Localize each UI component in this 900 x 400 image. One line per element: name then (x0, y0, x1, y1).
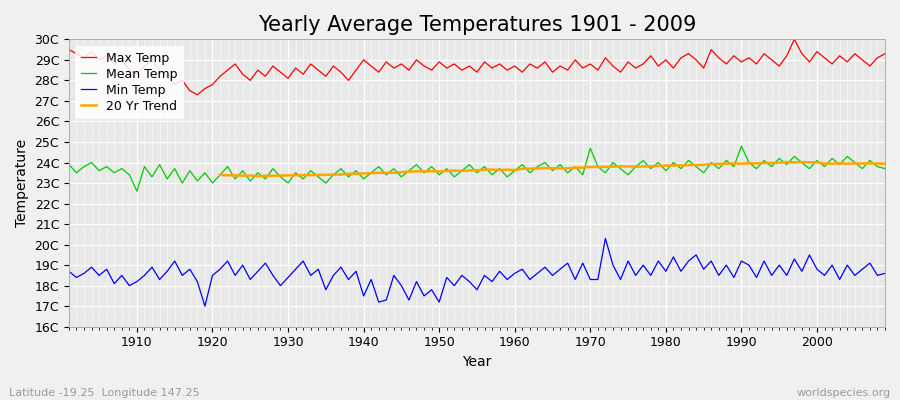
20 Yr Trend (879, 161, 890, 166)
20 Yr Trend (290, 173, 301, 178)
20 Yr Trend (562, 166, 573, 171)
Mean Temp (131, 189, 142, 194)
Max Temp (192, 92, 202, 97)
Min Temp (600, 236, 611, 241)
Max Temp (509, 64, 520, 68)
Min Temp (298, 259, 309, 264)
Max Temp (124, 68, 135, 72)
20 Yr Trend (358, 171, 369, 176)
Max Temp (608, 64, 618, 68)
20 Yr Trend (819, 161, 830, 166)
Line: Mean Temp: Mean Temp (69, 146, 885, 191)
Mean Temp (298, 176, 309, 181)
Title: Yearly Average Temperatures 1901 - 2009: Yearly Average Temperatures 1901 - 2009 (257, 15, 696, 35)
20 Yr Trend (214, 172, 225, 177)
Min Temp (509, 271, 520, 276)
Mean Temp (736, 144, 747, 148)
Min Temp (200, 304, 211, 308)
20 Yr Trend (796, 160, 807, 164)
Max Temp (64, 47, 75, 52)
Line: Min Temp: Min Temp (69, 238, 885, 306)
Max Temp (879, 51, 890, 56)
20 Yr Trend (305, 173, 316, 178)
Legend: Max Temp, Mean Temp, Min Temp, 20 Yr Trend: Max Temp, Mean Temp, Min Temp, 20 Yr Tre… (76, 46, 184, 120)
Text: worldspecies.org: worldspecies.org (796, 388, 891, 398)
Y-axis label: Temperature: Temperature (15, 139, 29, 227)
Mean Temp (343, 174, 354, 179)
Max Temp (298, 72, 309, 77)
Line: Max Temp: Max Temp (69, 39, 885, 95)
Mean Temp (879, 166, 890, 171)
Line: 20 Yr Trend: 20 Yr Trend (220, 162, 885, 176)
Mean Temp (608, 160, 618, 165)
Min Temp (124, 283, 135, 288)
Max Temp (789, 37, 800, 42)
20 Yr Trend (252, 174, 263, 179)
Mean Temp (509, 168, 520, 173)
Text: Latitude -19.25  Longitude 147.25: Latitude -19.25 Longitude 147.25 (9, 388, 200, 398)
Min Temp (517, 267, 527, 272)
Max Temp (343, 78, 354, 83)
Mean Temp (64, 162, 75, 167)
Mean Temp (517, 162, 527, 167)
Min Temp (879, 271, 890, 276)
Min Temp (615, 277, 626, 282)
20 Yr Trend (479, 168, 490, 172)
Min Temp (343, 277, 354, 282)
X-axis label: Year: Year (463, 355, 491, 369)
Mean Temp (124, 172, 135, 177)
Max Temp (517, 70, 527, 74)
Min Temp (64, 269, 75, 274)
